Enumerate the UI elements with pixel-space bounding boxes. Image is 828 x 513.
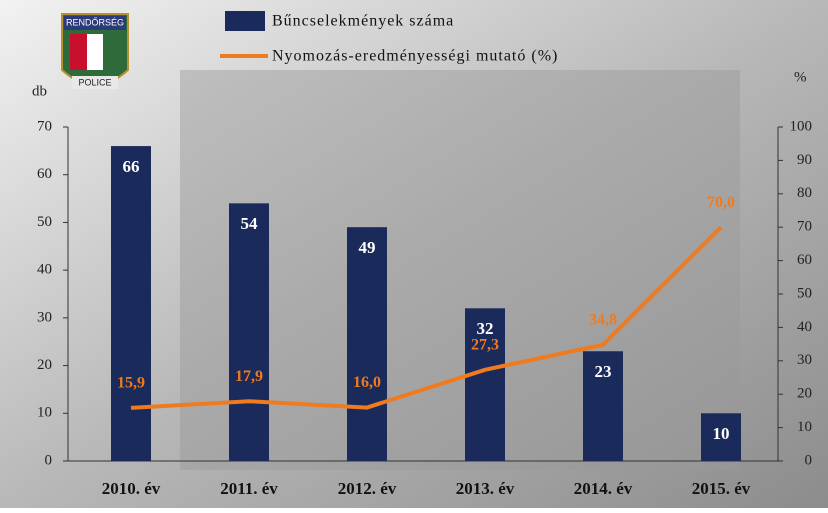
y2-tick-label: 40 — [797, 319, 812, 335]
line-value-label: 17,9 — [235, 368, 263, 385]
y2-tick-label: 10 — [797, 419, 812, 435]
y-tick-label: 70 — [37, 118, 52, 134]
y-tick-label: 60 — [37, 166, 52, 182]
bar-value-label: 23 — [595, 362, 612, 381]
logo-bottom-text: POLICE — [78, 77, 111, 87]
x-tick-label: 2015. év — [692, 479, 751, 498]
y-tick-label: 40 — [37, 262, 52, 278]
x-tick-label: 2011. év — [220, 479, 278, 498]
bar — [347, 227, 387, 461]
line-value-label: 70,0 — [707, 194, 735, 211]
bar-value-label: 66 — [123, 157, 140, 176]
y-axis-label: db — [32, 83, 47, 99]
y2-axis-label: % — [794, 69, 807, 85]
y2-tick-label: 60 — [797, 252, 812, 268]
y2-tick-label: 100 — [790, 118, 813, 134]
bar — [111, 146, 151, 462]
x-tick-label: 2012. év — [338, 479, 397, 498]
y2-tick-label: 70 — [797, 219, 812, 235]
x-tick-label: 2014. év — [574, 479, 633, 498]
y2-tick-label: 80 — [797, 185, 812, 201]
legend-swatch-bar — [225, 11, 265, 31]
line-value-label: 27,3 — [471, 336, 499, 353]
y-tick-label: 0 — [45, 452, 53, 468]
y2-tick-label: 20 — [797, 386, 812, 402]
x-tick-label: 2013. év — [456, 479, 515, 498]
y-tick-label: 20 — [37, 357, 52, 373]
line — [130, 225, 723, 410]
bar — [583, 351, 623, 461]
x-tick-label: 2010. év — [102, 479, 161, 498]
legend-label: Bűncselekmények száma — [272, 13, 454, 30]
y2-tick-label: 50 — [797, 285, 812, 301]
line-value-label: 34,8 — [589, 311, 617, 328]
logo: RENDŐRSÉG POLICE — [61, 13, 129, 89]
bar-value-label: 10 — [713, 424, 730, 443]
y-tick-label: 30 — [37, 309, 52, 325]
bar — [701, 413, 741, 461]
legend-label: Nyomozás-eredményességi mutató (%) — [272, 48, 558, 65]
logo-top-text: RENDŐRSÉG — [66, 17, 124, 27]
bar-value-label: 32 — [477, 319, 494, 338]
line-value-label: 16,0 — [353, 374, 381, 391]
y2-tick-label: 30 — [797, 352, 812, 368]
y2-tick-label: 90 — [797, 152, 812, 168]
y2-tick-label: 0 — [805, 452, 813, 468]
bar-value-label: 54 — [241, 214, 259, 233]
bar-value-label: 49 — [359, 238, 376, 257]
y-tick-label: 50 — [37, 214, 52, 230]
bar — [229, 203, 269, 462]
line-value-label: 15,9 — [117, 375, 145, 392]
y-tick-label: 10 — [37, 405, 52, 421]
bar — [465, 308, 505, 461]
